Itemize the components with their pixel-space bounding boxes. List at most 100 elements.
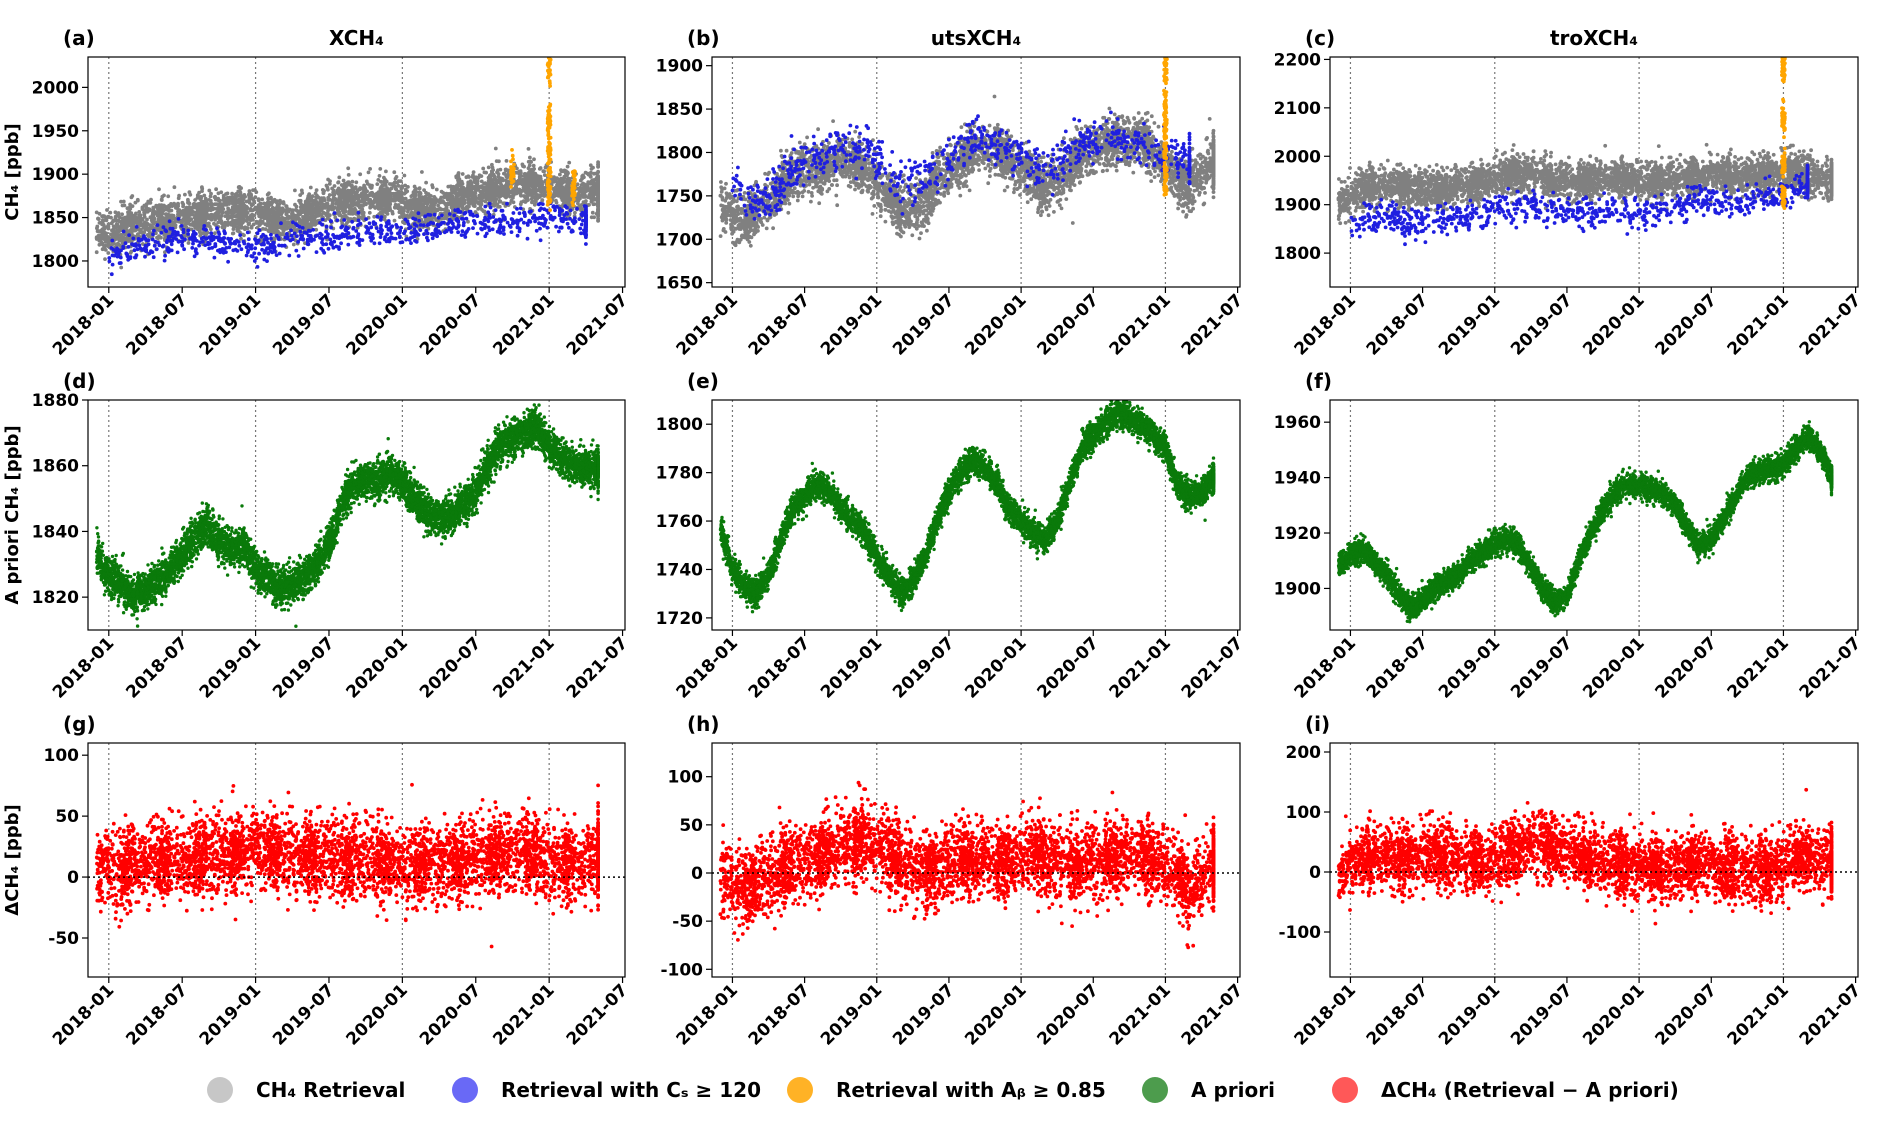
data-point-retrieval bbox=[578, 196, 582, 201]
data-point-cs bbox=[107, 259, 112, 264]
data-point-cs bbox=[223, 241, 227, 246]
data-point-retrieval bbox=[151, 205, 156, 210]
data-point-retrieval bbox=[245, 211, 250, 215]
data-point-cs bbox=[192, 254, 197, 259]
data-point-cs bbox=[207, 242, 212, 246]
data-point-retrieval bbox=[166, 194, 171, 199]
data-point-cs bbox=[337, 245, 341, 250]
data-point-retrieval bbox=[523, 200, 528, 204]
data-point-retrieval bbox=[531, 183, 536, 188]
data-point-retrieval bbox=[392, 170, 397, 175]
data-point-retrieval bbox=[102, 225, 107, 229]
data-point-cs bbox=[198, 240, 203, 245]
data-point-retrieval bbox=[137, 216, 142, 220]
data-point-cs bbox=[146, 238, 151, 243]
data-point-retrieval bbox=[523, 178, 528, 183]
data-point-retrieval bbox=[517, 171, 521, 176]
data-point-cs bbox=[339, 235, 344, 239]
data-point-retrieval bbox=[200, 189, 204, 194]
data-point-cs bbox=[241, 239, 246, 244]
data-point-retrieval bbox=[248, 217, 253, 222]
data-point-retrieval bbox=[321, 191, 326, 196]
data-point-retrieval bbox=[369, 191, 373, 196]
data-point-retrieval bbox=[345, 189, 350, 193]
data-point-retrieval bbox=[359, 215, 364, 220]
data-point-retrieval bbox=[197, 229, 202, 234]
data-point-retrieval bbox=[369, 186, 374, 190]
data-point-retrieval bbox=[166, 206, 171, 211]
data-point-retrieval bbox=[361, 195, 366, 200]
data-point-retrieval bbox=[206, 213, 211, 218]
data-point-cs bbox=[394, 223, 399, 227]
data-point-retrieval bbox=[180, 212, 185, 217]
data-point-retrieval bbox=[147, 231, 152, 235]
data-point-retrieval bbox=[200, 207, 205, 211]
data-point-retrieval bbox=[198, 224, 203, 229]
data-point-cs bbox=[202, 224, 207, 228]
data-point-retrieval bbox=[216, 211, 221, 216]
data-point-retrieval bbox=[291, 242, 296, 247]
data-point-retrieval bbox=[156, 219, 161, 224]
data-point-cs bbox=[266, 246, 271, 251]
data-point-retrieval bbox=[257, 220, 262, 224]
data-point-cs bbox=[150, 237, 155, 242]
data-point-cs bbox=[328, 241, 333, 246]
data-point-cs bbox=[436, 215, 441, 220]
data-point-retrieval bbox=[286, 216, 291, 221]
data-point-retrieval bbox=[580, 186, 585, 191]
data-point-cs bbox=[191, 238, 195, 243]
data-point-cs bbox=[294, 222, 298, 226]
data-point-retrieval bbox=[245, 226, 250, 231]
data-point-retrieval bbox=[242, 233, 246, 238]
data-point-cs bbox=[350, 219, 354, 224]
data-point-retrieval bbox=[166, 222, 171, 227]
data-point-retrieval bbox=[456, 187, 461, 192]
data-point-retrieval bbox=[522, 164, 526, 169]
data-point-retrieval bbox=[531, 191, 536, 196]
data-point-cs bbox=[376, 229, 381, 234]
data-point-retrieval bbox=[388, 202, 393, 207]
data-point-retrieval bbox=[535, 174, 539, 178]
data-point-cs bbox=[285, 236, 290, 241]
data-point-retrieval bbox=[592, 183, 597, 188]
data-point-retrieval bbox=[199, 199, 204, 204]
data-point-retrieval bbox=[207, 198, 212, 202]
data-point-retrieval bbox=[367, 210, 372, 215]
data-point-retrieval bbox=[254, 190, 259, 195]
data-point-retrieval bbox=[137, 210, 142, 214]
data-point-retrieval bbox=[221, 195, 226, 200]
data-point-retrieval bbox=[531, 195, 536, 200]
data-point-retrieval bbox=[194, 219, 199, 224]
data-point-cs bbox=[277, 243, 281, 248]
data-point-retrieval bbox=[432, 198, 436, 203]
data-point-retrieval bbox=[327, 193, 332, 197]
data-point-retrieval bbox=[589, 186, 594, 190]
data-point-cs bbox=[163, 253, 168, 258]
data-point-retrieval bbox=[343, 204, 348, 209]
data-point-retrieval bbox=[462, 199, 467, 204]
data-point-cs bbox=[161, 243, 166, 248]
data-point-retrieval bbox=[293, 202, 297, 207]
data-point-retrieval bbox=[479, 185, 484, 190]
data-point-retrieval bbox=[274, 228, 278, 233]
data-point-retrieval bbox=[343, 181, 348, 186]
data-point-retrieval bbox=[350, 183, 354, 188]
data-point-retrieval bbox=[96, 216, 100, 221]
data-point-retrieval bbox=[145, 209, 150, 214]
data-point-retrieval bbox=[189, 217, 194, 222]
data-point-retrieval bbox=[213, 202, 218, 207]
data-point-retrieval bbox=[413, 190, 418, 195]
data-point-retrieval bbox=[567, 176, 572, 181]
data-point-retrieval bbox=[186, 241, 191, 245]
data-point-retrieval bbox=[363, 190, 367, 195]
data-point-retrieval bbox=[249, 194, 253, 199]
data-point-retrieval bbox=[562, 176, 567, 180]
data-point-retrieval bbox=[198, 233, 203, 238]
data-point-cs bbox=[212, 255, 217, 260]
data-point-cs bbox=[282, 243, 287, 248]
data-point-retrieval bbox=[103, 257, 107, 261]
data-point-cs bbox=[231, 248, 236, 253]
data-point-cs bbox=[266, 240, 270, 245]
data-point-retrieval bbox=[230, 191, 235, 196]
data-point-retrieval bbox=[325, 211, 330, 216]
